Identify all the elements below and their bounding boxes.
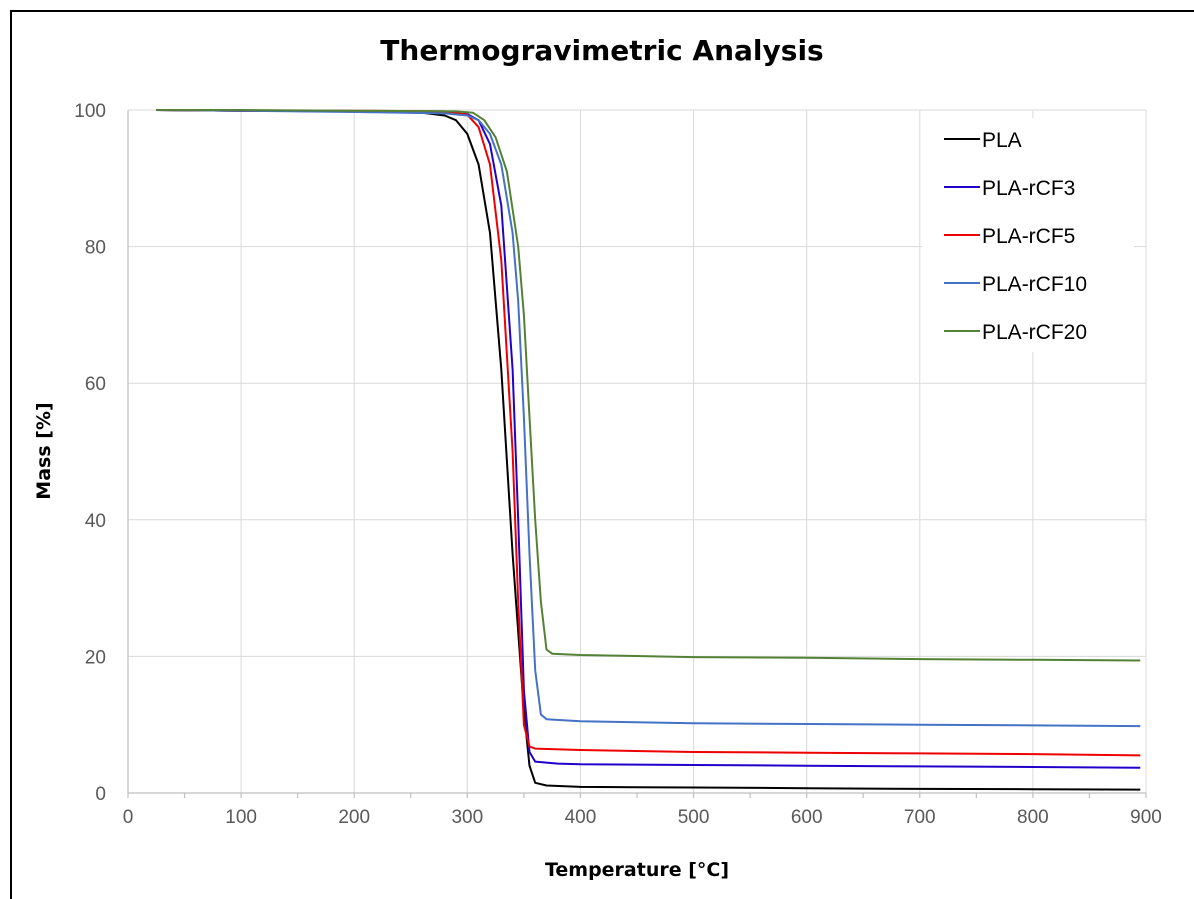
y-tick-label: 80 [85,238,106,259]
x-tick-label: 400 [565,807,597,828]
x-tick-label: 0 [123,807,134,828]
x-tick-label: 800 [1017,807,1049,828]
legend-label: PLA-rCF10 [982,273,1087,296]
x-tick-label: 700 [904,807,936,828]
x-tick-label: 900 [1130,807,1162,828]
x-tick-label: 600 [791,807,823,828]
x-tick-label: 500 [678,807,710,828]
y-tick-label: 60 [85,374,106,395]
y-tick-label: 100 [74,101,106,122]
tick-labels: 0 100 200 300 400 500 600 700 800 900 0 20 40 60 80 100 [74,101,1162,828]
series-line-pla-rcf10 [156,109,1141,728]
series-lines [156,109,1141,791]
series-line-pla-rcf20 [156,109,1141,662]
x-tick-label: 200 [338,807,370,828]
y-axis-title: Mass [%] [33,402,55,499]
legend: PLA PLA-rCF3 PLA-rCF5 PLA-rCF10 PLA-rCF20 [922,118,1134,352]
y-tick-label: 0 [95,784,106,805]
x-axis-title: Temperature [°C] [545,859,729,881]
legend-label: PLA-rCF3 [982,177,1075,200]
legend-label: PLA [982,129,1022,152]
legend-label: PLA-rCF5 [982,225,1075,248]
legend-label: PLA-rCF20 [982,321,1087,344]
axes [127,110,1147,798]
y-tick-label: 40 [85,511,106,532]
x-tick-label: 300 [451,807,483,828]
y-tick-label: 20 [85,647,106,668]
chart-title: Thermogravimetric Analysis [380,34,823,67]
x-tick-label: 100 [225,807,257,828]
